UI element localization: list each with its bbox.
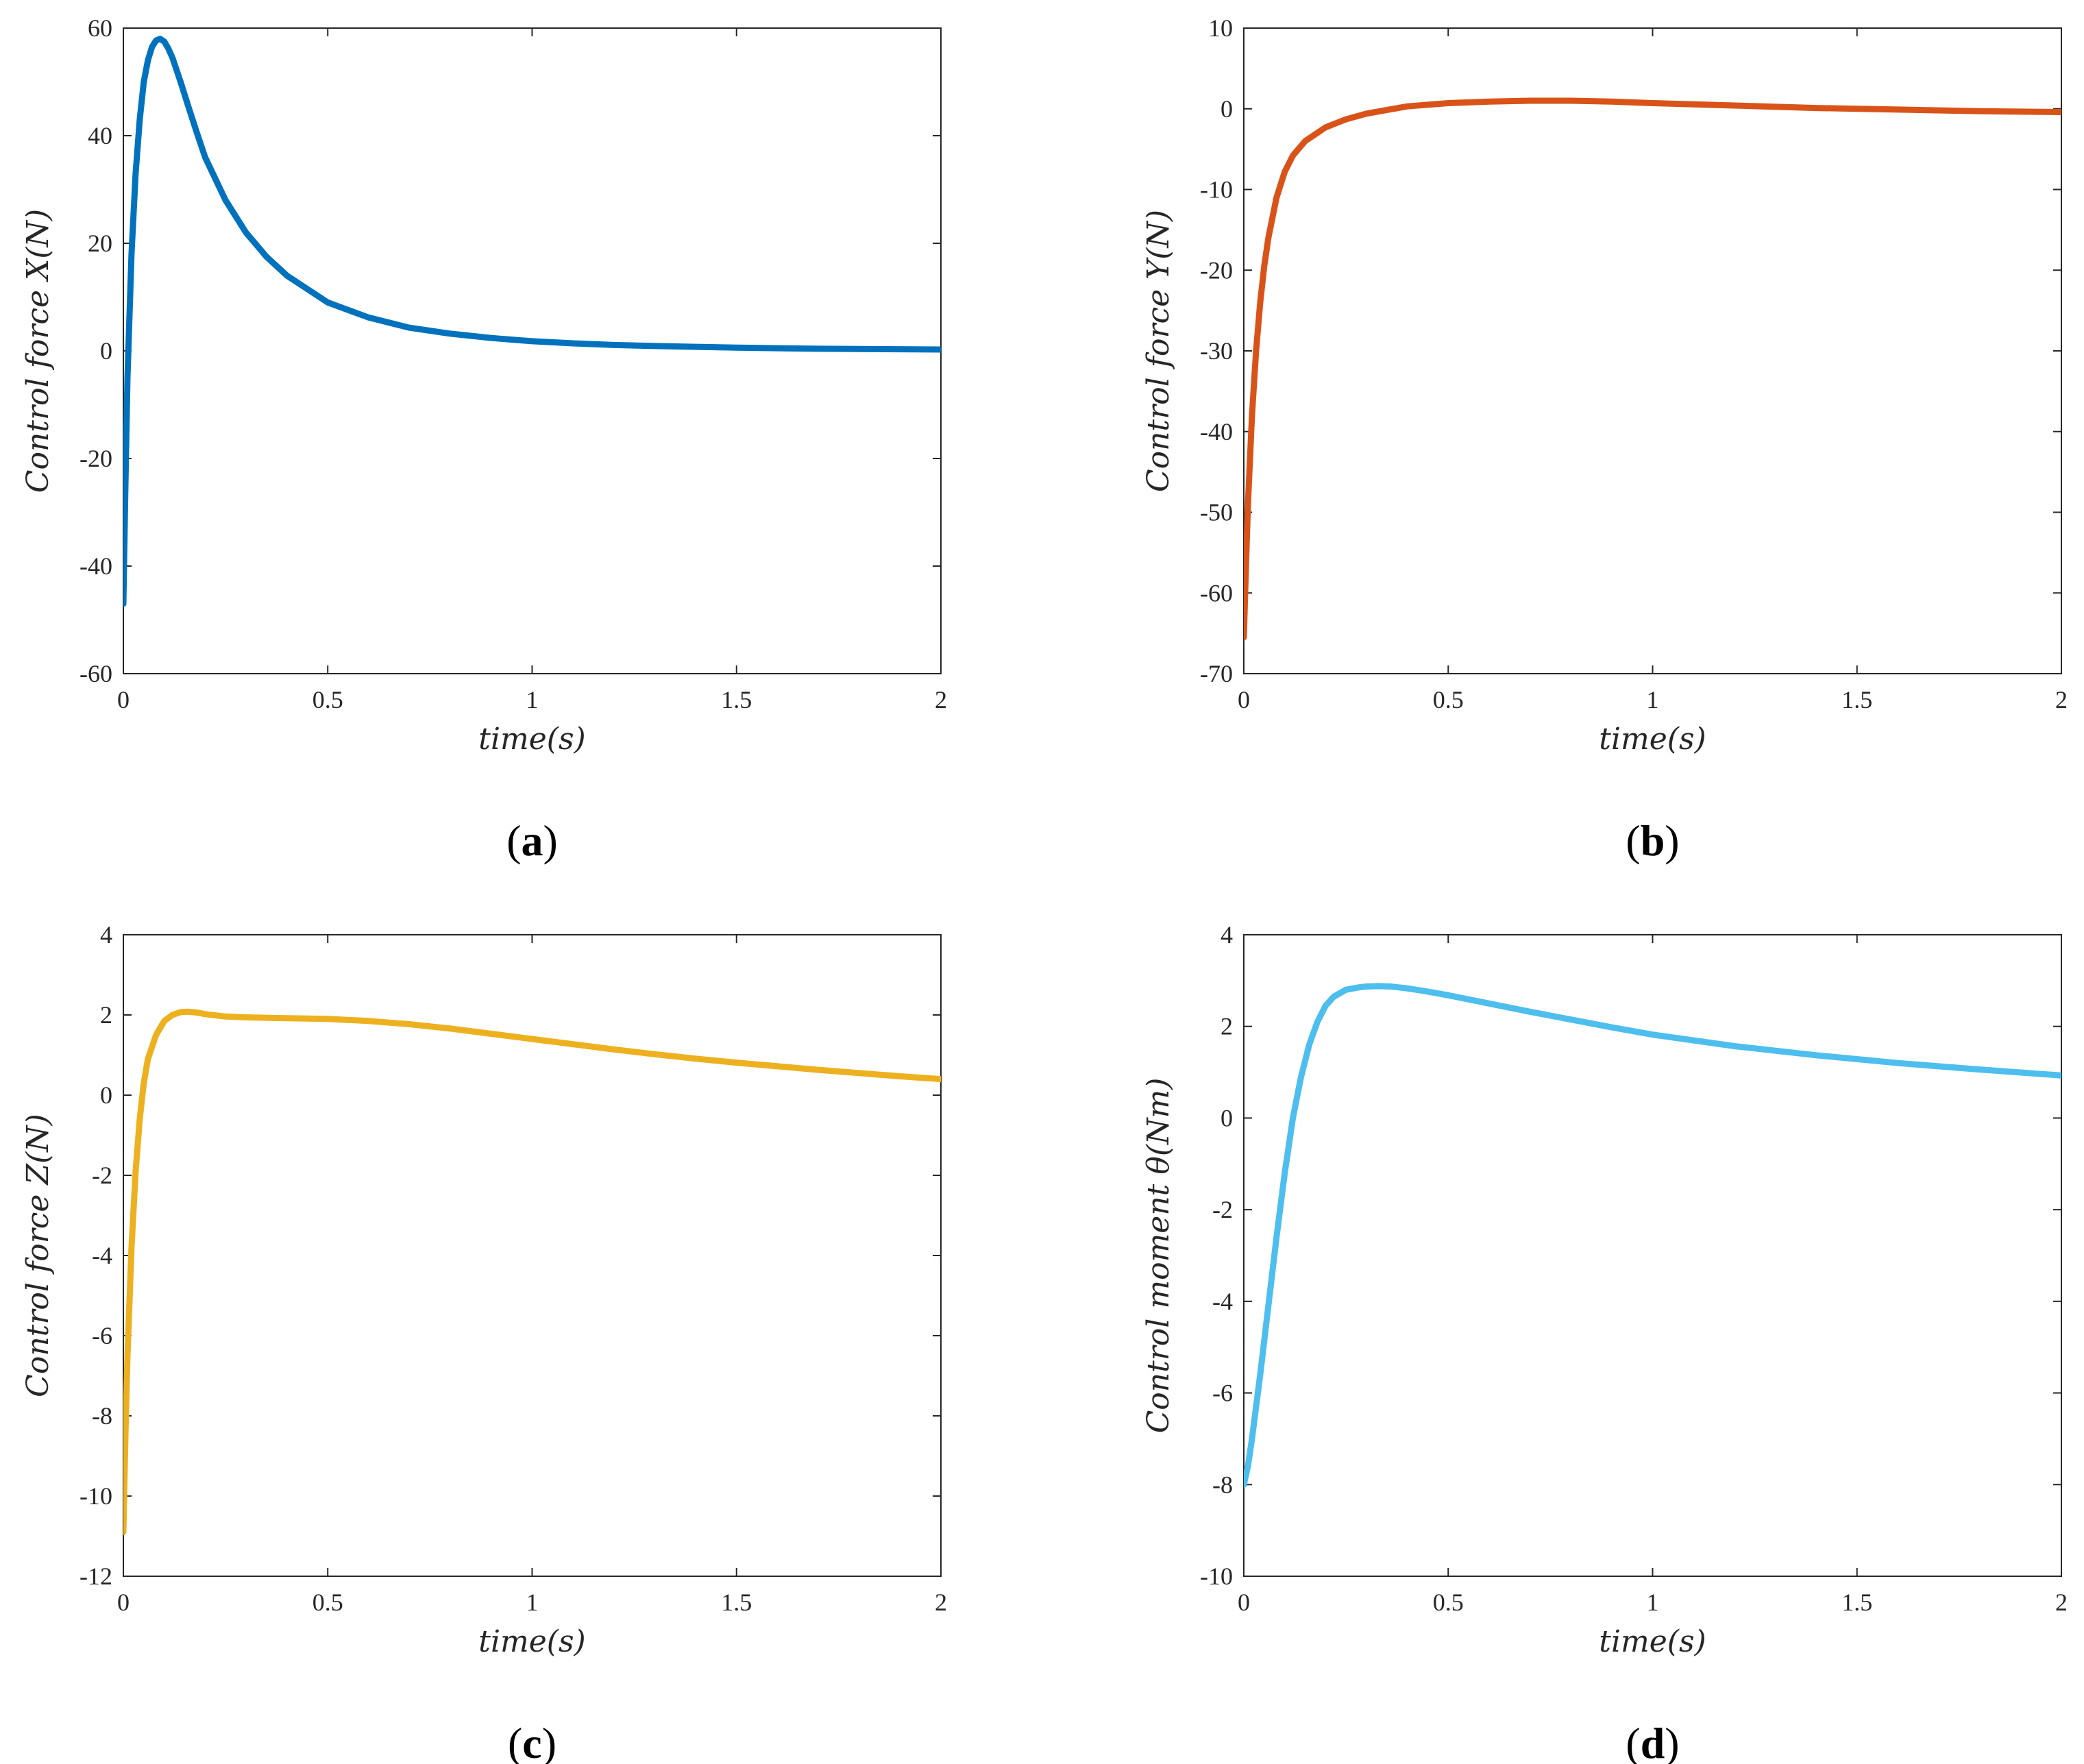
y-tick-label: 0 bbox=[1221, 1104, 1233, 1131]
y-tick-label: 20 bbox=[88, 230, 112, 257]
y-tick-label: -10 bbox=[1200, 176, 1233, 204]
panel-b: 0 0.5 1 1.5 2 -70 -60 -50 -40 -30 -20 -10 0 10 time(s)… bbox=[1141, 14, 2068, 865]
axes-frame bbox=[1243, 27, 2062, 674]
x-tick-label: 1.5 bbox=[1841, 686, 1872, 713]
x-tick-label: 0.5 bbox=[1433, 686, 1464, 713]
y-axis-title: Control moment θ(Nm) bbox=[1141, 1078, 1176, 1434]
y-tick-label: -20 bbox=[1200, 256, 1233, 284]
x-tick-label: 2 bbox=[935, 1589, 947, 1616]
y-tick-label: -40 bbox=[1200, 418, 1233, 445]
y-tick-label: -60 bbox=[79, 660, 112, 687]
x-axis-title: time(s) bbox=[1599, 1624, 1706, 1659]
y-tick-label: 10 bbox=[1208, 14, 1233, 42]
y-tick-label: -2 bbox=[92, 1162, 112, 1189]
x-tick-label: 1.5 bbox=[721, 686, 752, 713]
y-tick-label: -8 bbox=[1212, 1471, 1233, 1498]
y-tick-label: -30 bbox=[1200, 337, 1233, 365]
y-tick-label: -70 bbox=[1200, 660, 1233, 687]
panel-d: 0 0.5 1 1.5 2 -10 -8 -6 -4 -2 0 2 4 time(s) Control mo… bbox=[1141, 921, 2068, 1764]
panel-label: (c) bbox=[508, 1719, 556, 1764]
panel-label: (a) bbox=[506, 816, 558, 865]
y-tick-label: -4 bbox=[92, 1242, 112, 1269]
series-line bbox=[1244, 983, 2061, 1488]
x-axis-title: time(s) bbox=[478, 1624, 585, 1659]
y-tick-label: -50 bbox=[1200, 499, 1233, 526]
x-tick-label: 0 bbox=[117, 1589, 130, 1616]
y-tick-label: -20 bbox=[79, 445, 112, 472]
series-line bbox=[123, 1008, 941, 1536]
y-tick-label: 2 bbox=[1221, 1013, 1233, 1040]
y-tick-label: -8 bbox=[92, 1402, 112, 1430]
x-tick-label: 1 bbox=[526, 686, 539, 713]
y-tick-label: -60 bbox=[1200, 579, 1233, 607]
y-tick-label: 2 bbox=[100, 1001, 112, 1029]
x-tick-label: 1.5 bbox=[721, 1589, 752, 1616]
x-tick-label: 0.5 bbox=[1433, 1589, 1464, 1616]
panel-label: (b) bbox=[1626, 816, 1679, 865]
y-tick-label: -2 bbox=[1212, 1196, 1233, 1223]
y-tick-label: -6 bbox=[1212, 1380, 1233, 1407]
x-tick-label: 0.5 bbox=[312, 686, 343, 713]
y-axis-title: Control force Y(N) bbox=[1141, 210, 1176, 492]
y-tick-label: -4 bbox=[1212, 1288, 1233, 1315]
x-tick-label: 2 bbox=[2055, 1589, 2068, 1616]
x-tick-label: 0 bbox=[117, 686, 130, 713]
y-tick-label: 0 bbox=[100, 1081, 112, 1109]
y-tick-label: 40 bbox=[88, 122, 112, 149]
panel-c: 0 0.5 1 1.5 2 -12 -10 -8 -6 -4 -2 0 2 4 time(s) Control… bbox=[21, 921, 947, 1764]
x-tick-label: 1 bbox=[526, 1589, 539, 1616]
axes-frame bbox=[1243, 934, 2062, 1577]
x-tick-label: 2 bbox=[2055, 686, 2068, 713]
y-tick-label: 0 bbox=[100, 337, 112, 365]
series-line bbox=[1244, 97, 2061, 641]
y-tick-label: -12 bbox=[79, 1563, 112, 1590]
axes-frame bbox=[123, 934, 942, 1577]
x-tick-label: 0.5 bbox=[312, 1589, 343, 1616]
x-tick-label: 0 bbox=[1238, 1589, 1250, 1616]
y-tick-label: 4 bbox=[100, 921, 112, 948]
y-axis-title: Control force Z(N) bbox=[21, 1114, 56, 1397]
y-tick-label: -6 bbox=[92, 1322, 112, 1349]
x-tick-label: 1 bbox=[1647, 1589, 1659, 1616]
x-tick-label: 1.5 bbox=[1841, 1589, 1872, 1616]
x-tick-label: 2 bbox=[935, 686, 947, 713]
y-tick-label: -40 bbox=[79, 552, 112, 580]
panel-a: 0 0.5 1 1.5 2 -60 -40 -20 0 20 40 60 time(s) Control … bbox=[21, 14, 947, 865]
x-axis-title: time(s) bbox=[1599, 722, 1706, 757]
y-axis-title: Control force X(N) bbox=[21, 209, 56, 493]
series-line bbox=[123, 36, 941, 607]
x-axis-title: time(s) bbox=[478, 722, 585, 757]
y-tick-label: 60 bbox=[88, 14, 112, 42]
y-tick-label: 0 bbox=[1221, 95, 1233, 123]
y-tick-label: 4 bbox=[1221, 921, 1233, 948]
x-tick-label: 0 bbox=[1238, 686, 1250, 713]
x-tick-label: 1 bbox=[1647, 686, 1659, 713]
y-tick-label: -10 bbox=[79, 1482, 112, 1510]
panel-label: (d) bbox=[1626, 1719, 1679, 1764]
y-tick-label: -10 bbox=[1200, 1563, 1233, 1590]
